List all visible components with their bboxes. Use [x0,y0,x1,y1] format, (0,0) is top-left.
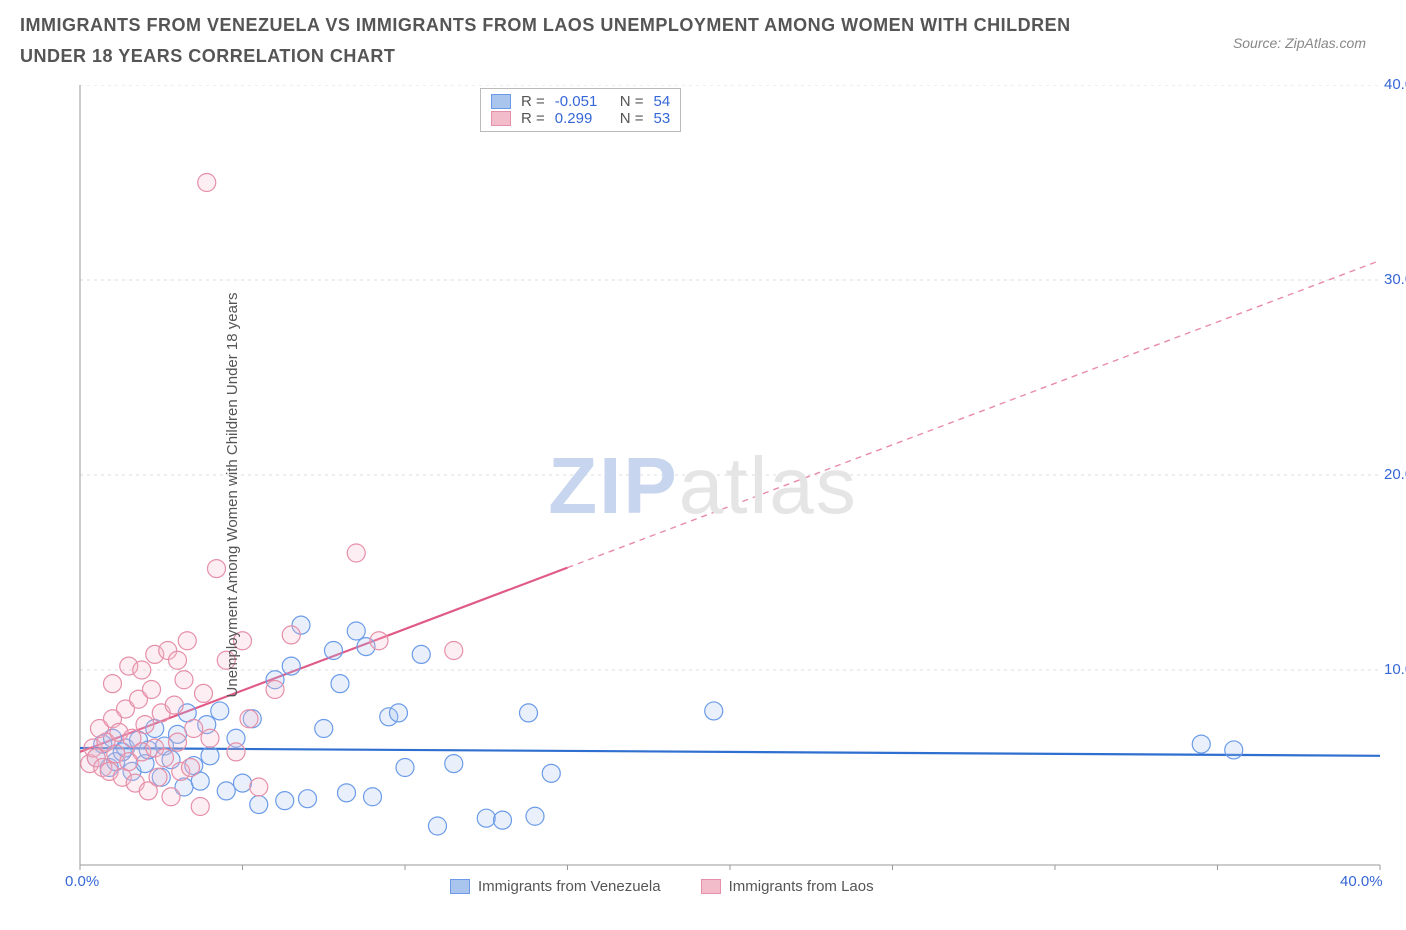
y-tick-1: 20.0% [1384,466,1406,483]
legend-label-laos: Immigrants from Laos [729,878,874,895]
chart-area: Unemployment Among Women with Children U… [20,85,1386,905]
series-legend: Immigrants from Venezuela Immigrants fro… [450,878,874,895]
y-tick-0: 10.0% [1384,661,1406,678]
r-label: R = [521,93,545,110]
n-value-venezuela: 54 [654,93,671,110]
x-tick-1: 40.0% [1340,873,1383,890]
source-label: Source: ZipAtlas.com [1233,10,1366,51]
legend-item-laos: Immigrants from Laos [701,878,874,895]
r-value-laos: 0.299 [555,110,610,127]
y-axis-label: Unemployment Among Women with Children U… [224,293,241,698]
chart-title: IMMIGRANTS FROM VENEZUELA VS IMMIGRANTS … [20,10,1100,71]
stats-row-laos: R = 0.299 N = 53 [491,110,670,127]
swatch-venezuela [491,94,511,109]
swatch-laos [701,879,721,894]
swatch-laos [491,111,511,126]
stats-legend: R = -0.051 N = 54 R = 0.299 N = 53 [480,88,681,132]
legend-item-venezuela: Immigrants from Venezuela [450,878,661,895]
n-label: N = [620,110,644,127]
n-value-laos: 53 [654,110,671,127]
stats-row-venezuela: R = -0.051 N = 54 [491,93,670,110]
legend-label-venezuela: Immigrants from Venezuela [478,878,661,895]
r-value-venezuela: -0.051 [555,93,610,110]
swatch-venezuela [450,879,470,894]
x-tick-0: 0.0% [65,873,99,890]
r-label: R = [521,110,545,127]
n-label: N = [620,93,644,110]
y-tick-3: 40.0% [1384,76,1406,93]
y-tick-2: 30.0% [1384,271,1406,288]
